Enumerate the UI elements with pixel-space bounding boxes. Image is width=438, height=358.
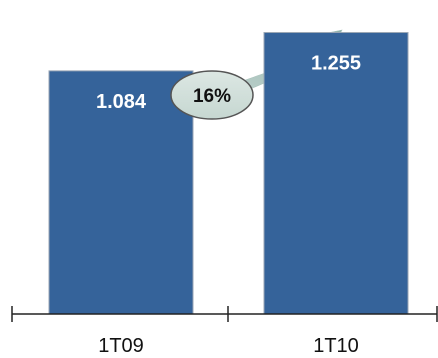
bar-1t09 [48, 70, 194, 315]
growth-badge: 16% [170, 70, 254, 120]
value-label-1t10: 1.255 [311, 53, 361, 75]
x-axis-ticks: 1T09 1T10 [98, 335, 359, 357]
value-label-1t09: 1.084 [96, 91, 147, 113]
bar-1t10 [263, 32, 409, 315]
growth-label: 16% [193, 86, 231, 107]
bars: 1.084 1.255 [48, 32, 409, 315]
tick-label-1t09: 1T09 [98, 335, 144, 357]
tick-label-1t10: 1T10 [313, 335, 359, 357]
growth-badge-shape [170, 70, 254, 120]
